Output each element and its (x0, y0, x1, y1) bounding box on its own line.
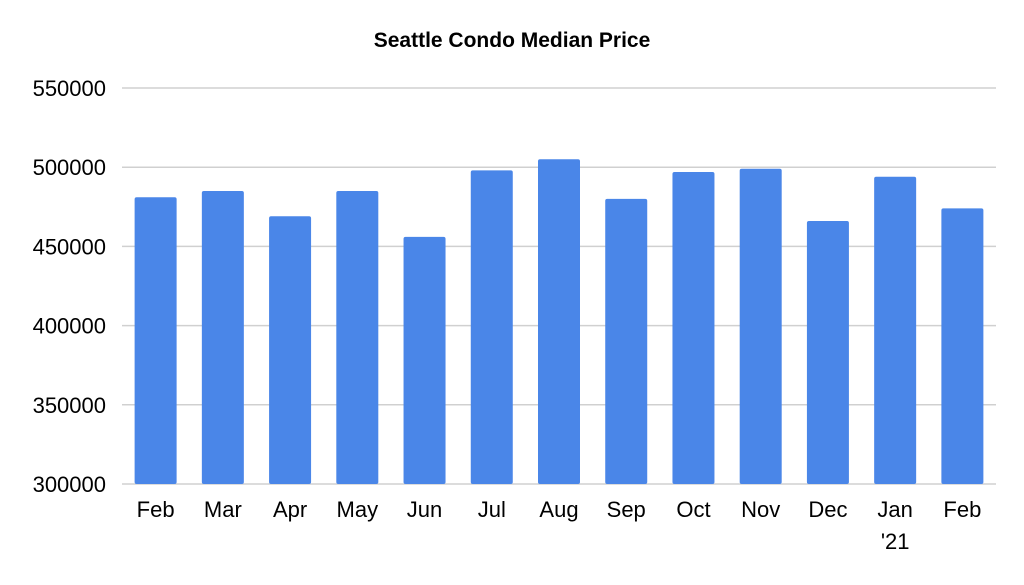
bar (470, 170, 513, 485)
x-tick-label: Aug (539, 497, 578, 522)
bar (941, 208, 984, 484)
bar (403, 236, 446, 484)
x-tick-label: Jun (407, 497, 442, 522)
x-tick-label: Feb (943, 497, 981, 522)
chart-title: Seattle Condo Median Price (373, 29, 651, 52)
bar (739, 168, 782, 484)
x-axis: Feb Mar Apr May Jun Jul Aug Sep Oct Nov Dec Jan '21 F… (137, 497, 982, 554)
bar (201, 190, 244, 484)
bar (806, 221, 849, 484)
bar (134, 197, 177, 484)
x-tick-label: May (337, 497, 379, 522)
bar (538, 159, 580, 484)
x-tick-label: Nov (741, 497, 780, 522)
y-tick-label: 550000 (33, 76, 106, 101)
x-tick-label: Sep (607, 497, 646, 522)
bars (134, 159, 984, 485)
x-tick-label: Oct (676, 497, 710, 522)
x-tick-label: Apr (273, 497, 307, 522)
y-tick-label: 500000 (33, 155, 106, 180)
y-tick-label: 300000 (33, 472, 106, 497)
bar (605, 198, 648, 484)
x-tick-label: Jul (478, 497, 506, 522)
x-tick-label: Dec (808, 497, 847, 522)
y-tick-label: 400000 (33, 314, 106, 339)
x-tick-label: Mar (204, 497, 242, 522)
y-axis: 300000 350000 400000 450000 500000 550000 (33, 76, 106, 497)
y-tick-label: 450000 (33, 234, 106, 259)
y-tick-label: 350000 (33, 393, 106, 418)
bar (336, 190, 379, 484)
x-tick-label: Feb (137, 497, 175, 522)
bar (269, 216, 312, 484)
bar (672, 171, 715, 484)
bar (874, 176, 917, 485)
x-tick-label: Jan '21 (877, 497, 912, 554)
